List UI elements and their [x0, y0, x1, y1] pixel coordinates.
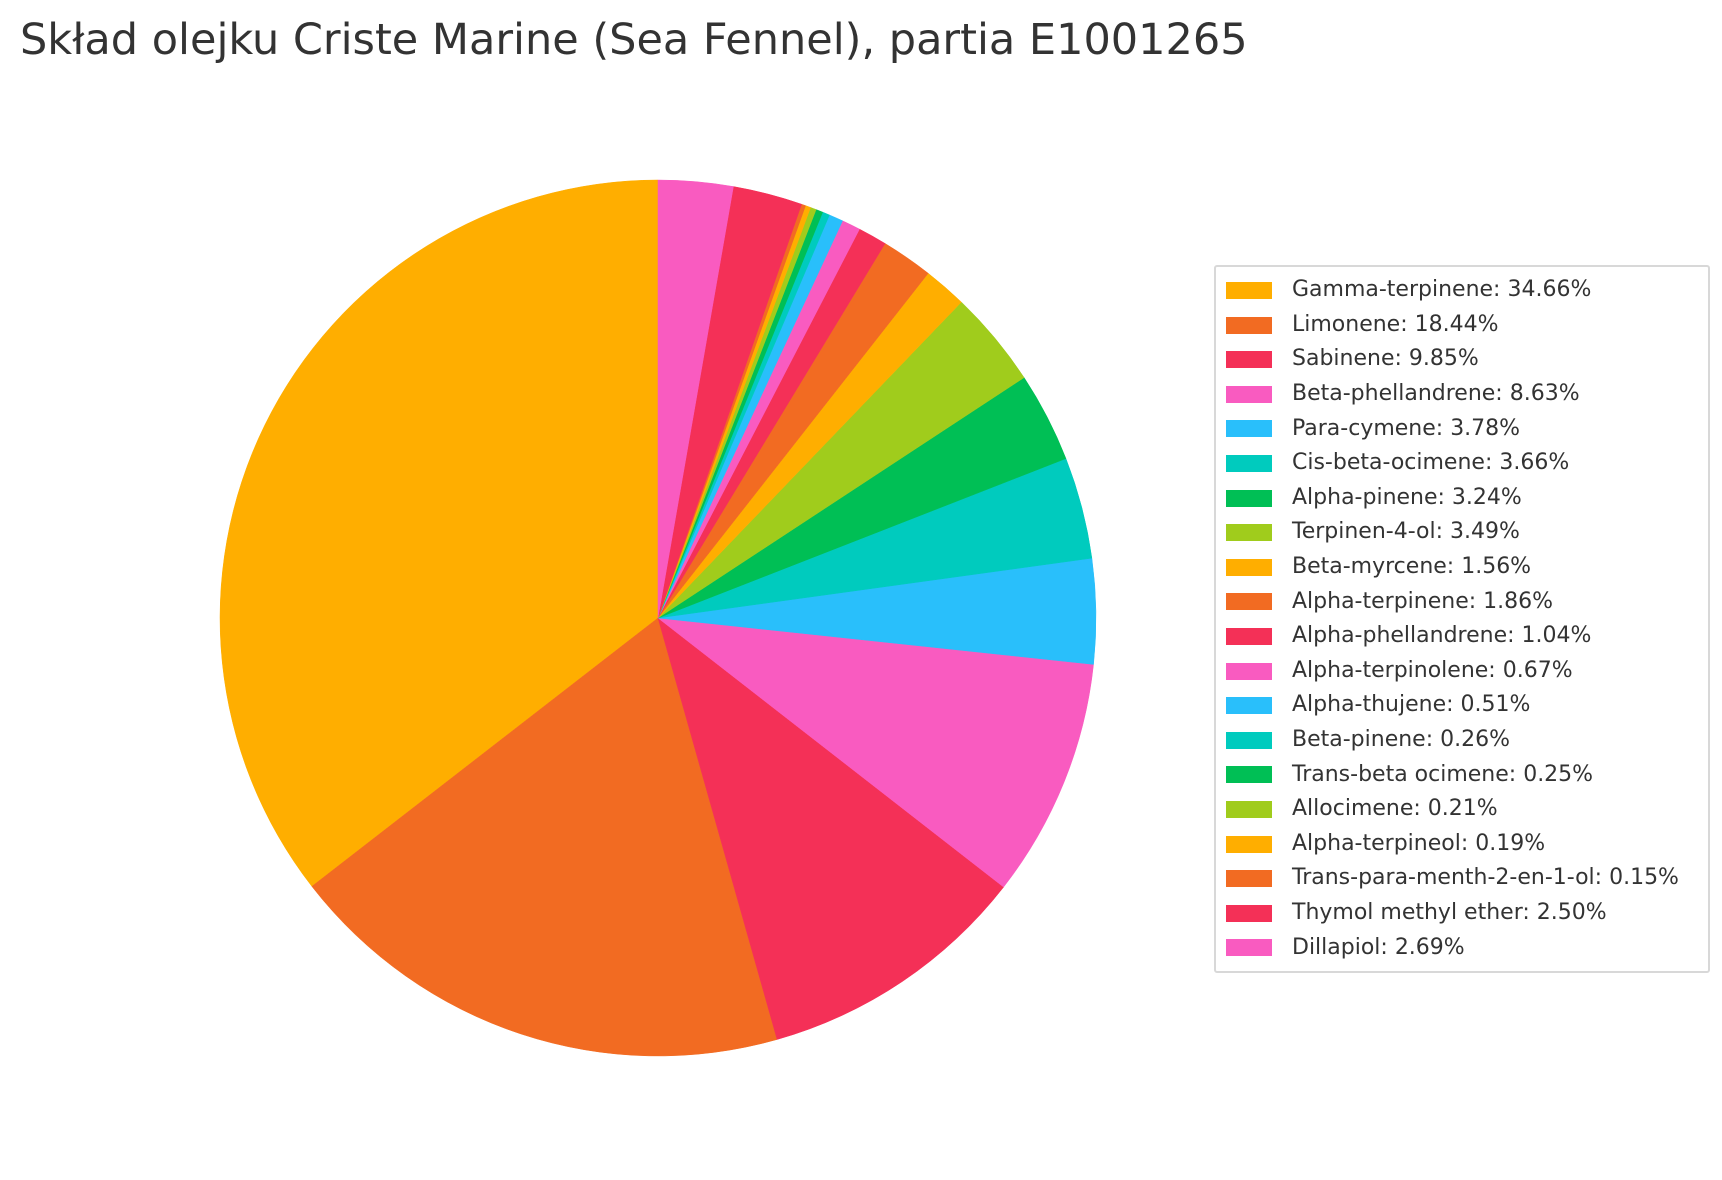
pie-slice-gamma-terpinene — [219, 179, 659, 887]
legend-item: Trans-beta ocimene: 0.25% — [1216, 757, 1708, 792]
legend-label: Beta-phellandrene: 8.63% — [1292, 381, 1580, 407]
legend-swatch — [1226, 697, 1272, 715]
legend-item: Trans-para-menth-2-en-1-ol: 0.15% — [1216, 861, 1708, 896]
legend-swatch — [1226, 731, 1272, 749]
legend: Gamma-terpinene: 34.66% Limonene: 18.44% S… — [1214, 265, 1710, 973]
legend-swatch — [1226, 524, 1272, 542]
legend-item: Dillapiol: 2.69% — [1216, 930, 1708, 965]
legend-swatch — [1226, 316, 1272, 334]
legend-label: Alpha-phellandrene: 1.04% — [1292, 623, 1592, 649]
legend-swatch — [1226, 939, 1272, 957]
legend-swatch — [1226, 766, 1272, 784]
legend-label: Gamma-terpinene: 34.66% — [1292, 277, 1592, 303]
legend-item: Para-cymene: 3.78% — [1216, 411, 1708, 446]
legend-item: Alpha-phellandrene: 1.04% — [1216, 619, 1708, 654]
legend-item: Beta-phellandrene: 8.63% — [1216, 377, 1708, 412]
legend-label: Alpha-thujene: 0.51% — [1292, 692, 1531, 718]
legend-swatch — [1226, 662, 1272, 680]
legend-label: Trans-beta ocimene: 0.25% — [1292, 761, 1594, 787]
legend-swatch — [1226, 454, 1272, 472]
pie-slice-limonene — [311, 617, 778, 1057]
legend-item: Alpha-thujene: 0.51% — [1216, 688, 1708, 723]
legend-label: Dillapiol: 2.69% — [1292, 934, 1465, 960]
legend-item: Beta-myrcene: 1.56% — [1216, 550, 1708, 585]
legend-label: Sabinene: 9.85% — [1292, 346, 1479, 372]
legend-swatch — [1226, 385, 1272, 403]
pie-slice-dillapiol — [657, 179, 734, 619]
legend-swatch — [1226, 351, 1272, 369]
legend-item: Alpha-terpinolene: 0.67% — [1216, 654, 1708, 689]
legend-swatch — [1226, 627, 1272, 645]
legend-item: Allocimene: 0.21% — [1216, 792, 1708, 827]
legend-label: Alpha-pinene: 3.24% — [1292, 484, 1522, 510]
legend-item: Limonene: 18.44% — [1216, 308, 1708, 343]
legend-label: Alpha-terpinene: 1.86% — [1292, 588, 1554, 614]
legend-swatch — [1226, 558, 1272, 576]
legend-item: Thymol methyl ether: 2.50% — [1216, 896, 1708, 931]
legend-item: Beta-pinene: 0.26% — [1216, 723, 1708, 758]
legend-swatch — [1226, 835, 1272, 853]
legend-label: Allocimene: 0.21% — [1292, 796, 1498, 822]
legend-swatch — [1226, 489, 1272, 507]
legend-label: Limonene: 18.44% — [1292, 311, 1499, 337]
legend-swatch — [1226, 420, 1272, 438]
legend-swatch — [1226, 870, 1272, 888]
legend-item: Gamma-terpinene: 34.66% — [1216, 273, 1708, 308]
chart-title: Skład olejku Criste Marine (Sea Fennel),… — [20, 15, 1248, 65]
legend-item: Terpinen-4-ol: 3.49% — [1216, 515, 1708, 550]
legend-label: Beta-pinene: 0.26% — [1292, 727, 1511, 753]
legend-label: Alpha-terpineol: 0.19% — [1292, 830, 1546, 856]
legend-swatch — [1226, 800, 1272, 818]
legend-label: Alpha-terpinolene: 0.67% — [1292, 657, 1573, 683]
legend-item: Cis-beta-ocimene: 3.66% — [1216, 446, 1708, 481]
legend-swatch — [1226, 593, 1272, 611]
legend-label: Beta-myrcene: 1.56% — [1292, 554, 1532, 580]
legend-swatch — [1226, 282, 1272, 299]
legend-label: Trans-para-menth-2-en-1-ol: 0.15% — [1292, 865, 1679, 891]
legend-label: Thymol methyl ether: 2.50% — [1292, 899, 1607, 925]
pie-slices-group — [219, 179, 1097, 1057]
pie-slice-beta-phellandrene — [657, 617, 1094, 888]
legend-item: Alpha-pinene: 3.24% — [1216, 481, 1708, 516]
pie-slice-sabinene — [657, 617, 1004, 1040]
legend-label: Terpinen-4-ol: 3.49% — [1292, 519, 1520, 545]
legend-item: Sabinene: 9.85% — [1216, 342, 1708, 377]
legend-swatch — [1226, 904, 1272, 922]
legend-item: Alpha-terpinene: 1.86% — [1216, 584, 1708, 619]
legend-label: Para-cymene: 3.78% — [1292, 415, 1521, 441]
legend-label: Cis-beta-ocimene: 3.66% — [1292, 450, 1570, 476]
legend-item: Alpha-terpineol: 0.19% — [1216, 827, 1708, 862]
